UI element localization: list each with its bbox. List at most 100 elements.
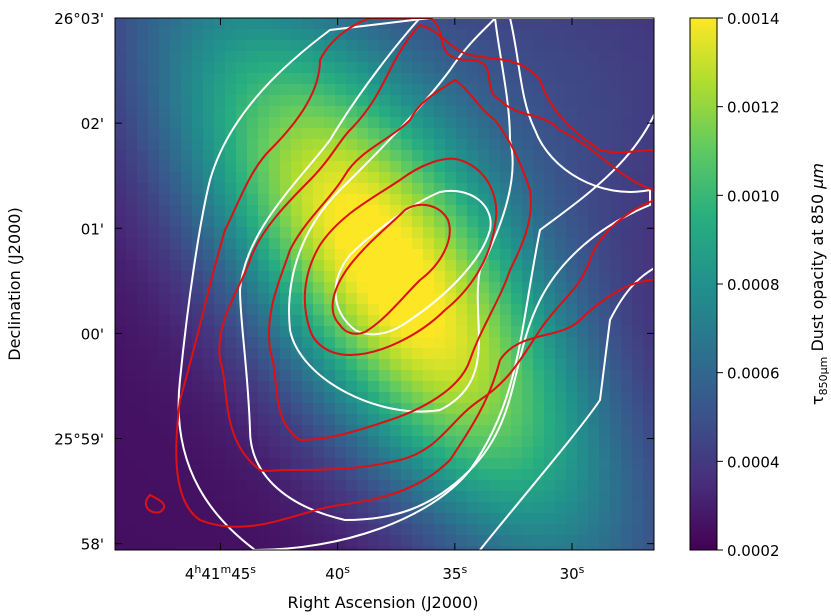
heatmap-cell <box>500 315 512 327</box>
heatmap-cell <box>423 106 435 118</box>
heatmap-cell <box>192 29 204 41</box>
heatmap-cell <box>434 73 446 85</box>
heatmap-cell <box>148 282 160 294</box>
heatmap-cell <box>467 491 479 503</box>
heatmap-cell <box>599 139 611 151</box>
heatmap-cell <box>632 524 644 536</box>
heatmap-cell <box>137 403 149 415</box>
heatmap-cell <box>313 535 325 547</box>
heatmap-cell <box>489 29 501 41</box>
heatmap-cell <box>434 392 446 404</box>
heatmap-cell <box>423 271 435 283</box>
heatmap-cell <box>489 348 501 360</box>
heatmap-cell <box>302 238 314 250</box>
heatmap-cell <box>148 469 160 481</box>
y-tick-label: 26°03' <box>54 10 104 28</box>
heatmap-cell <box>148 513 160 525</box>
heatmap-cell <box>522 260 534 272</box>
heatmap-cell <box>236 194 248 206</box>
heatmap-cell <box>137 513 149 525</box>
heatmap-cell <box>335 502 347 514</box>
heatmap-cell <box>511 18 523 30</box>
heatmap-cell <box>280 304 292 316</box>
heatmap-cell <box>324 205 336 217</box>
heatmap-cell <box>566 458 578 470</box>
heatmap-cell <box>522 161 534 173</box>
heatmap-cell <box>302 480 314 492</box>
heatmap-cell <box>566 524 578 536</box>
heatmap <box>115 18 654 550</box>
heatmap-cell <box>390 392 402 404</box>
heatmap-cell <box>379 249 391 261</box>
heatmap-cell <box>346 304 358 316</box>
heatmap-cell <box>610 62 622 74</box>
heatmap-cell <box>500 161 512 173</box>
heatmap-cell <box>401 238 413 250</box>
heatmap-cell <box>181 546 193 550</box>
heatmap-cell <box>467 315 479 327</box>
heatmap-cell <box>170 18 182 30</box>
heatmap-cell <box>643 150 654 162</box>
heatmap-cell <box>599 84 611 96</box>
heatmap-cell <box>203 260 215 272</box>
heatmap-cell <box>489 117 501 129</box>
heatmap-cell <box>148 447 160 459</box>
heatmap-cell <box>621 469 633 481</box>
heatmap-cell <box>225 513 237 525</box>
heatmap-cell <box>357 183 369 195</box>
heatmap-cell <box>324 293 336 305</box>
heatmap-cell <box>258 348 270 360</box>
heatmap-cell <box>214 304 226 316</box>
heatmap-cell <box>599 194 611 206</box>
heatmap-cell <box>214 161 226 173</box>
heatmap-cell <box>291 95 303 107</box>
heatmap-cell <box>148 436 160 448</box>
heatmap-cell <box>357 293 369 305</box>
heatmap-cell <box>456 139 468 151</box>
heatmap-cell <box>346 546 358 550</box>
heatmap-cell <box>610 172 622 184</box>
heatmap-cell <box>159 238 171 250</box>
heatmap-cell <box>159 271 171 283</box>
heatmap-cell <box>555 513 567 525</box>
heatmap-cell <box>599 205 611 217</box>
heatmap-cell <box>269 238 281 250</box>
heatmap-cell <box>632 128 644 140</box>
heatmap-cell <box>577 84 589 96</box>
heatmap-cell <box>170 84 182 96</box>
heatmap-cell <box>335 326 347 338</box>
heatmap-cell <box>137 304 149 316</box>
heatmap-cell <box>159 469 171 481</box>
heatmap-cell <box>159 370 171 382</box>
heatmap-cell <box>313 216 325 228</box>
heatmap-cell <box>379 62 391 74</box>
heatmap-cell <box>214 183 226 195</box>
red-contour-5 <box>303 157 498 357</box>
heatmap-cell <box>610 359 622 371</box>
heatmap-cell <box>423 95 435 107</box>
heatmap-cell <box>599 513 611 525</box>
heatmap-cell <box>291 249 303 261</box>
heatmap-cell <box>280 282 292 294</box>
heatmap-cell <box>621 260 633 272</box>
heatmap-cell <box>621 84 633 96</box>
heatmap-cell <box>511 326 523 338</box>
heatmap-cell <box>280 502 292 514</box>
heatmap-cell <box>115 106 127 118</box>
heatmap-cell <box>346 95 358 107</box>
heatmap-cell <box>555 260 567 272</box>
heatmap-cell <box>500 260 512 272</box>
heatmap-cell <box>302 513 314 525</box>
heatmap-cell <box>533 150 545 162</box>
heatmap-cell <box>258 447 270 459</box>
heatmap-cell <box>357 370 369 382</box>
heatmap-cell <box>269 249 281 261</box>
heatmap-cell <box>544 62 556 74</box>
heatmap-cell <box>324 381 336 393</box>
heatmap-cell <box>214 315 226 327</box>
heatmap-cell <box>643 29 654 41</box>
heatmap-cell <box>467 62 479 74</box>
heatmap-cell <box>401 293 413 305</box>
heatmap-cell <box>115 491 127 503</box>
heatmap-cell <box>115 205 127 217</box>
